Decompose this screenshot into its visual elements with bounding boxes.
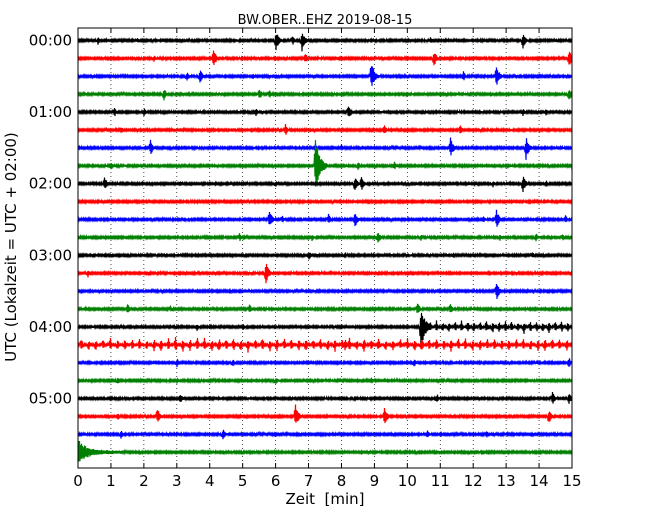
y-axis-ticks: 00:00 01:00 02:00 03:00 04:00 05:00	[29, 32, 572, 408]
trace-row-6	[77, 137, 573, 160]
x-tick-label: 0	[73, 472, 83, 490]
trace-row-7	[77, 140, 573, 187]
trace-row-0	[77, 33, 573, 52]
x-tick-label: 6	[271, 472, 281, 490]
y-tick-label: 03:00	[29, 246, 72, 264]
trace-row-8	[77, 176, 573, 193]
x-tick-label: 7	[304, 472, 314, 490]
seismogram-traces	[77, 33, 573, 463]
y-axis-label: UTC (Lokalzeit = UTC + 02:00)	[2, 132, 20, 362]
trace-row-18	[77, 358, 573, 368]
x-tick-label: 15	[562, 472, 581, 490]
trace-row-1	[77, 50, 573, 66]
x-tick-label: 13	[497, 472, 516, 490]
x-tick-label: 11	[431, 472, 450, 490]
y-tick-label: 04:00	[29, 318, 72, 336]
trace-row-13	[77, 263, 573, 284]
x-tick-label: 1	[106, 472, 116, 490]
x-tick-label: 14	[530, 472, 549, 490]
x-tick-label: 9	[370, 472, 380, 490]
y-tick-label: 01:00	[29, 103, 72, 121]
trace-row-10	[77, 209, 573, 227]
trace-row-4	[77, 106, 573, 117]
trace-row-17	[77, 337, 573, 353]
x-tick-label: 3	[172, 472, 182, 490]
y-tick-label: 00:00	[29, 32, 72, 50]
trace-row-11	[77, 233, 573, 243]
trace-row-2	[77, 66, 573, 86]
y-tick-label: 02:00	[29, 175, 72, 193]
x-tick-label: 2	[139, 472, 149, 490]
x-axis-label: Zeit [min]	[285, 490, 364, 508]
y-tick-label: 05:00	[29, 390, 72, 408]
x-axis-ticks: 0 1 2 3 4 5 6 7 8 9 10 11 12 13 14 15	[73, 28, 582, 490]
trace-row-19	[77, 377, 573, 385]
trace-row-16	[77, 312, 573, 349]
trace-row-15	[77, 303, 573, 313]
trace-row-9	[77, 198, 573, 206]
trace-row-3	[77, 90, 573, 101]
trace-row-12	[77, 251, 573, 260]
x-tick-label: 10	[398, 472, 417, 490]
chart-title: BW.OBER..EHZ 2019-08-15	[238, 13, 413, 28]
grid-lines	[110, 28, 540, 468]
x-tick-label: 5	[238, 472, 248, 490]
plot-frame	[77, 27, 573, 469]
trace-row-21	[77, 404, 573, 424]
trace-row-22	[77, 429, 573, 440]
trace-row-14	[77, 283, 573, 300]
trace-row-23	[77, 440, 573, 463]
x-tick-label: 8	[337, 472, 347, 490]
x-tick-label: 12	[464, 472, 483, 490]
x-tick-label: 4	[205, 472, 215, 490]
trace-row-5	[77, 124, 573, 135]
trace-row-20	[77, 392, 573, 404]
